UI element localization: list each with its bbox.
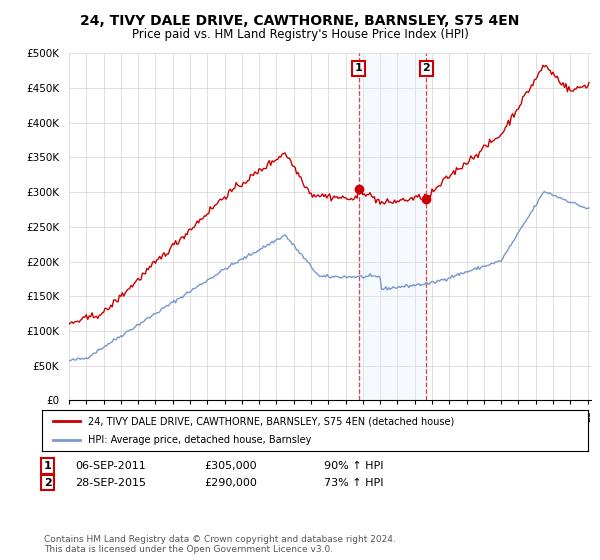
Text: 24, TIVY DALE DRIVE, CAWTHORNE, BARNSLEY, S75 4EN: 24, TIVY DALE DRIVE, CAWTHORNE, BARNSLEY… (80, 14, 520, 28)
Text: 06-SEP-2011: 06-SEP-2011 (75, 461, 146, 471)
Text: 24, TIVY DALE DRIVE, CAWTHORNE, BARNSLEY, S75 4EN (detached house): 24, TIVY DALE DRIVE, CAWTHORNE, BARNSLEY… (88, 417, 455, 426)
Text: 90% ↑ HPI: 90% ↑ HPI (324, 461, 383, 471)
Text: 28-SEP-2015: 28-SEP-2015 (75, 478, 146, 488)
Text: 2: 2 (44, 478, 52, 488)
Text: Contains HM Land Registry data © Crown copyright and database right 2024.
This d: Contains HM Land Registry data © Crown c… (44, 535, 395, 554)
Text: HPI: Average price, detached house, Barnsley: HPI: Average price, detached house, Barn… (88, 435, 312, 445)
Text: 1: 1 (355, 63, 362, 73)
Text: £305,000: £305,000 (204, 461, 257, 471)
Text: 73% ↑ HPI: 73% ↑ HPI (324, 478, 383, 488)
Text: Price paid vs. HM Land Registry's House Price Index (HPI): Price paid vs. HM Land Registry's House … (131, 28, 469, 41)
Text: 1: 1 (44, 461, 52, 471)
Text: £290,000: £290,000 (204, 478, 257, 488)
Bar (359, 53, 426, 400)
Text: 2: 2 (422, 63, 430, 73)
